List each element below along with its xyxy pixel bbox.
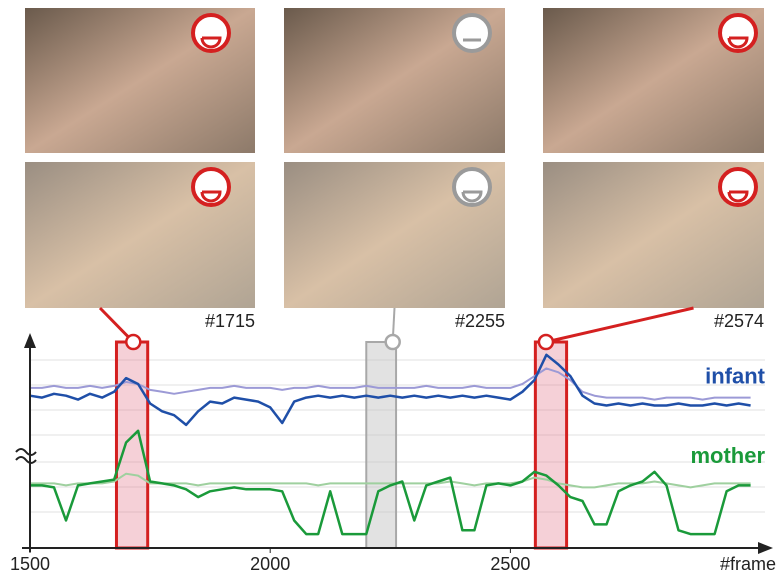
frame-label: #2255 (455, 311, 505, 331)
x-tick-label: 1500 (10, 554, 50, 574)
x-tick-label: 2000 (250, 554, 290, 574)
axes (22, 333, 773, 554)
frame-marker (125, 333, 142, 351)
highlights (114, 340, 569, 550)
x-tick-label: 2500 (490, 554, 530, 574)
axis-break (15, 448, 37, 464)
frame-label: #2574 (714, 311, 764, 331)
frame-marker (384, 333, 401, 351)
highlight-band (114, 340, 150, 550)
legend-label: infant (705, 363, 766, 388)
annotations: 1500 2000 2500 #1715 #2255 #2574 infant mother (10, 306, 766, 574)
grid (30, 359, 765, 513)
photos (25, 8, 764, 308)
faces (200, 36, 749, 203)
frame-label: #1715 (205, 311, 255, 331)
series-line (30, 472, 751, 489)
smile-icon (191, 13, 758, 207)
x-axis-label: #frame (720, 554, 776, 574)
series-line (29, 353, 751, 427)
connector (545, 306, 694, 344)
frame-marker (537, 333, 555, 351)
legend-label: mother (690, 443, 765, 468)
series-line (30, 367, 751, 401)
series-line (30, 429, 751, 536)
lines (29, 353, 751, 536)
